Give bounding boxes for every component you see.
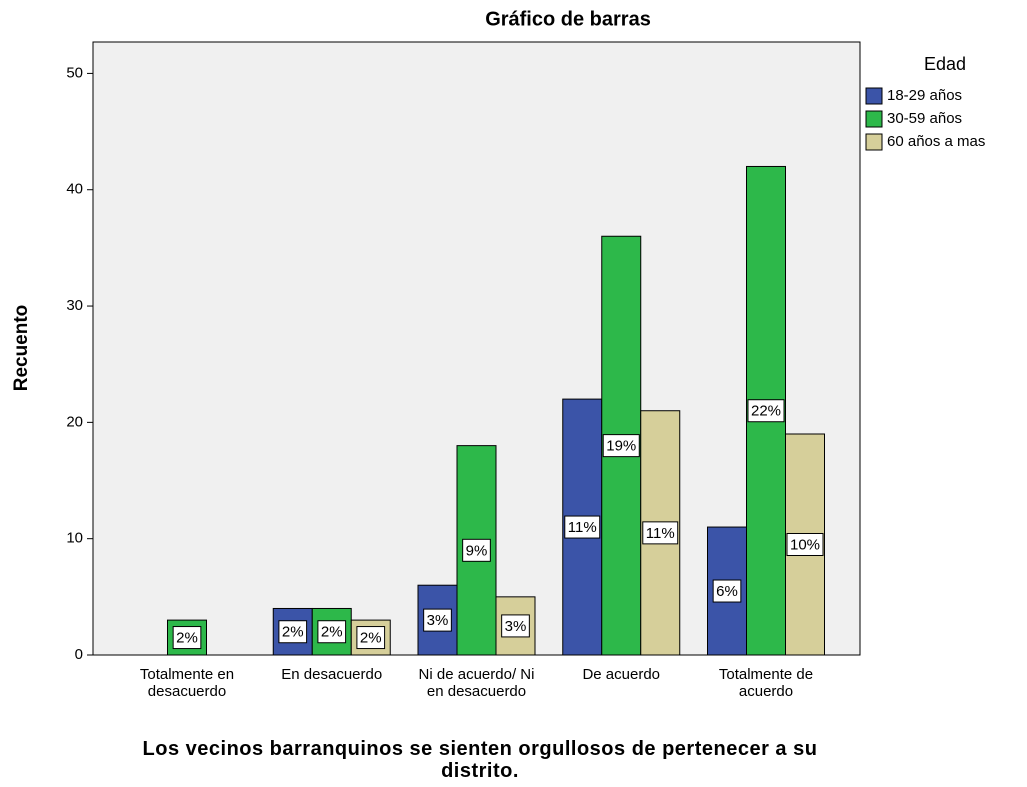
data-label: 2%	[356, 626, 386, 650]
data-label-box	[356, 626, 386, 650]
data-label-box	[317, 620, 347, 644]
data-label: 2%	[317, 620, 347, 644]
legend-swatch	[865, 87, 883, 105]
data-label-text: 11%	[646, 525, 675, 542]
data-label-text: 2%	[176, 630, 198, 647]
data-label: 11%	[642, 521, 679, 545]
y-tick-label: 10	[66, 530, 83, 547]
y-tick-label: 40	[66, 181, 83, 198]
data-label-box	[642, 521, 679, 545]
data-label-box	[712, 579, 742, 603]
legend-label: 30-59 años	[887, 110, 962, 127]
data-label: 6%	[712, 579, 742, 603]
data-label-box	[278, 620, 308, 644]
data-label: 22%	[747, 399, 785, 423]
y-axis-label: Recuento	[11, 305, 32, 392]
data-label-text: 11%	[568, 519, 597, 536]
data-label-box	[602, 434, 640, 458]
data-label: 11%	[564, 515, 601, 539]
data-label-box	[462, 538, 491, 562]
data-label: 2%	[278, 620, 308, 644]
data-label: 9%	[462, 538, 491, 562]
data-label-text: 19%	[606, 438, 636, 455]
data-label-text: 2%	[321, 624, 343, 641]
x-tick-label: En desacuerdo	[281, 666, 383, 683]
x-tick-label: Ni de acuerdo/ Ni en desacuerdo	[418, 666, 535, 700]
x-axis-label: Los vecinos barranquinos se sienten orgu…	[142, 738, 818, 782]
data-label-text: 3%	[505, 618, 527, 635]
y-tick-label: 20	[66, 413, 83, 430]
data-label: 3%	[501, 614, 530, 638]
data-label-text: 2%	[282, 624, 304, 641]
data-label-text: 22%	[751, 403, 781, 420]
data-label-box	[786, 532, 824, 556]
data-label-box	[423, 608, 452, 632]
data-label-box	[564, 515, 601, 539]
x-tick-label: Totalmente de acuerdo	[718, 666, 814, 700]
legend-title: Edad	[924, 54, 966, 74]
data-label-text: 10%	[790, 536, 820, 553]
legend-swatch	[865, 133, 883, 151]
x-tick-label: De acuerdo	[582, 666, 661, 683]
data-label: 10%	[786, 532, 824, 556]
data-label-text: 2%	[360, 630, 382, 647]
x-tick-label: Totalmente en desacuerdo	[139, 666, 235, 700]
legend-label: 18-29 años	[887, 87, 962, 104]
y-tick-label: 30	[66, 297, 83, 314]
data-label-box	[747, 399, 785, 423]
legend-swatch	[865, 110, 883, 128]
data-label: 19%	[602, 434, 640, 458]
y-tick-label: 0	[75, 646, 83, 663]
chart-title: Gráfico de barras	[485, 8, 651, 30]
data-label: 2%	[172, 626, 202, 650]
y-tick-label: 50	[66, 64, 83, 81]
legend-label: 60 años a mas	[887, 133, 985, 150]
data-label: 3%	[423, 608, 452, 632]
data-label-box	[172, 626, 202, 650]
data-label-text: 3%	[427, 612, 449, 629]
data-label-text: 6%	[716, 583, 738, 600]
data-label-box	[501, 614, 530, 638]
data-label-text: 9%	[466, 542, 488, 559]
